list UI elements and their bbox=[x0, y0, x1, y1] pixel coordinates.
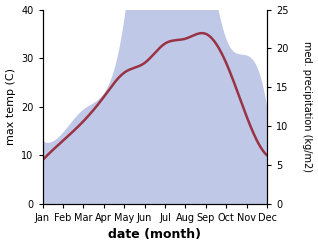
Y-axis label: med. precipitation (kg/m2): med. precipitation (kg/m2) bbox=[302, 41, 313, 172]
Y-axis label: max temp (C): max temp (C) bbox=[5, 68, 16, 145]
X-axis label: date (month): date (month) bbox=[108, 228, 201, 242]
